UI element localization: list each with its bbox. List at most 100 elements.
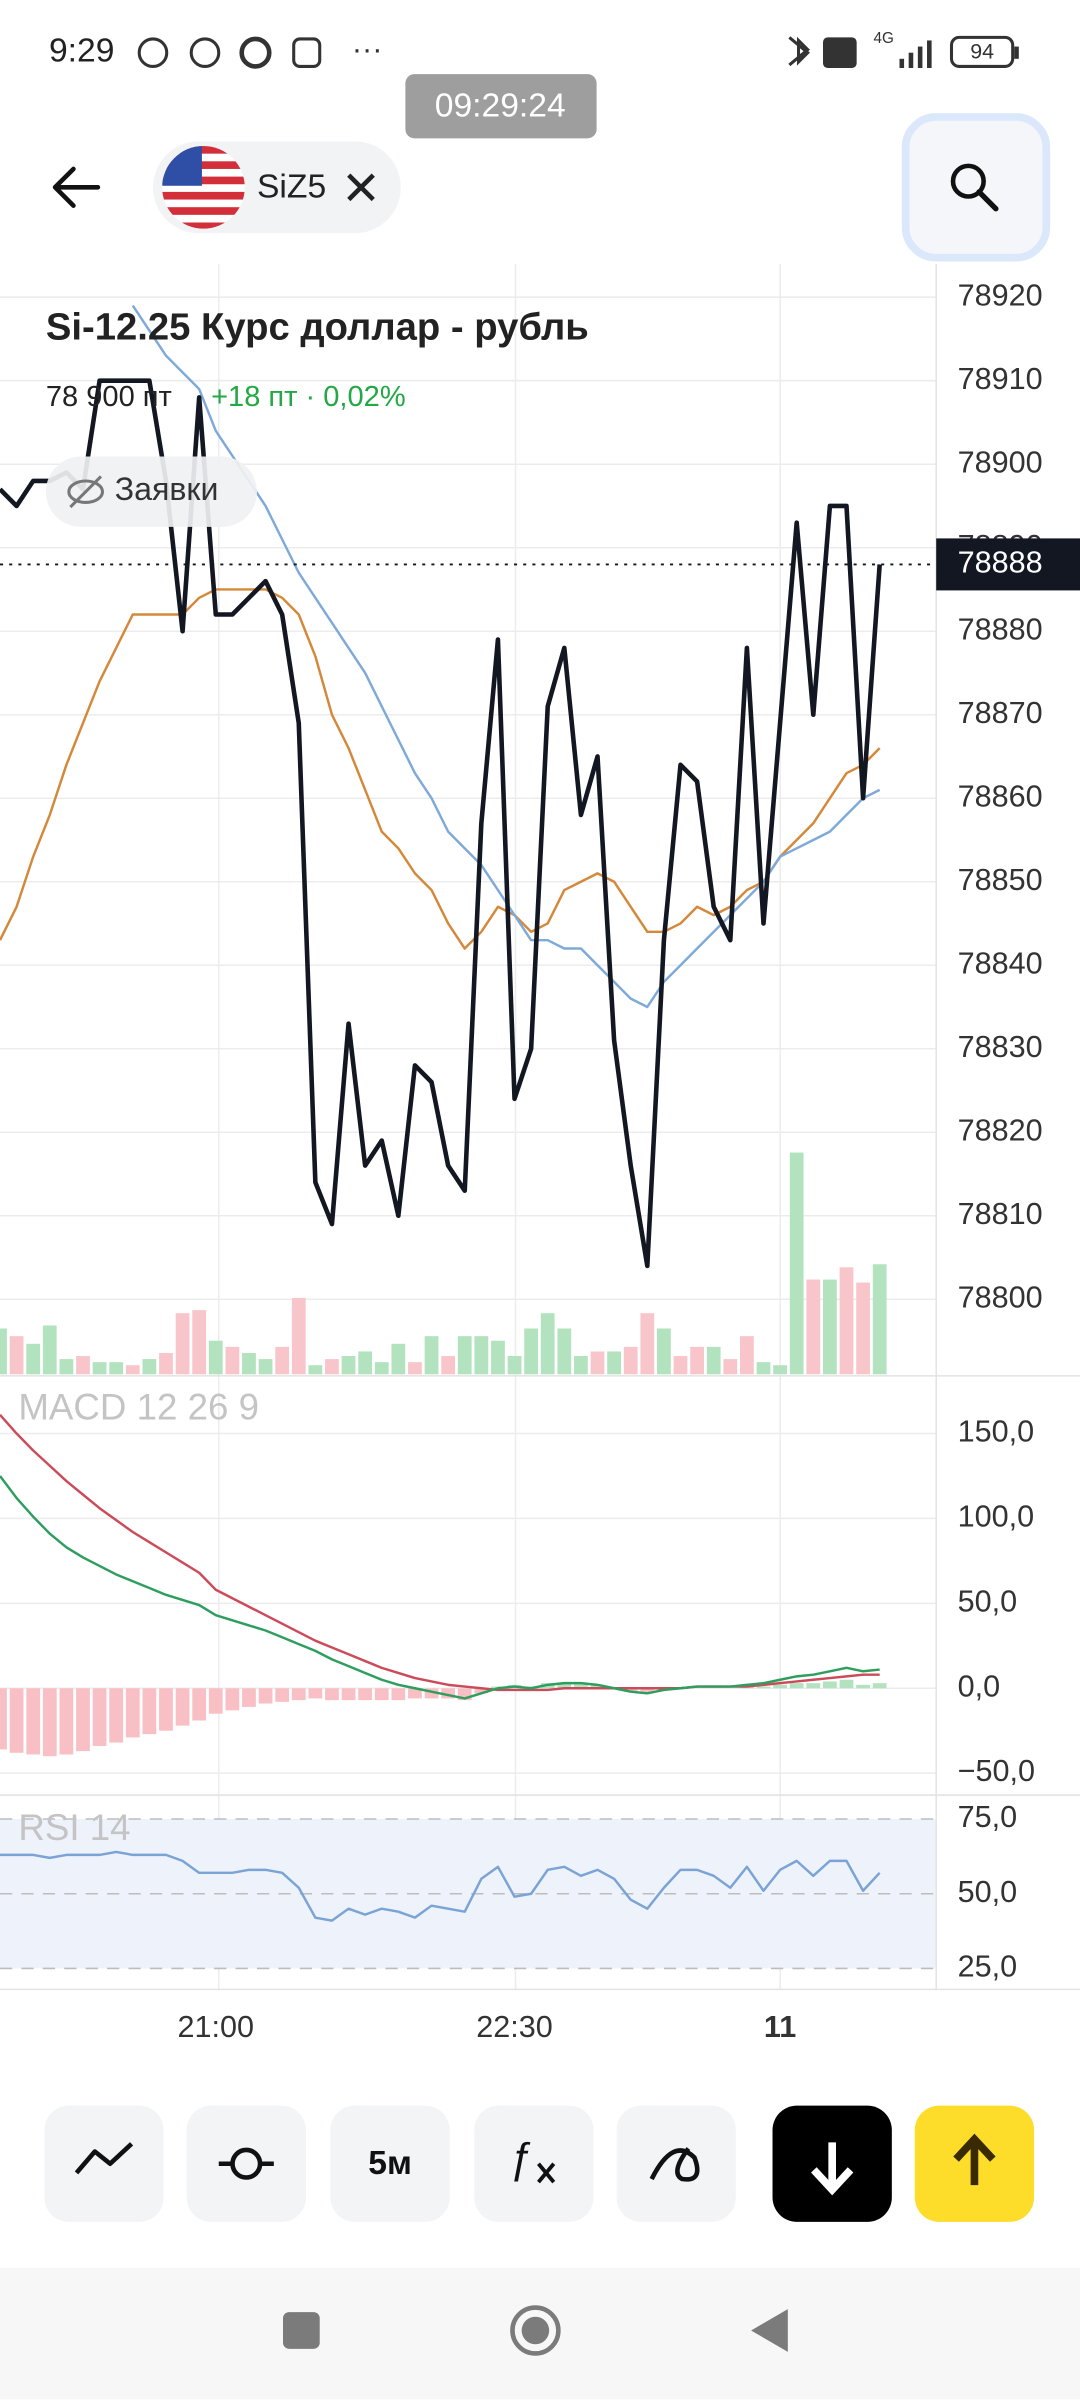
chart-type-button[interactable] xyxy=(44,2105,164,2222)
volume-bar xyxy=(109,1362,124,1375)
volume-bar xyxy=(26,1343,41,1375)
volume-bar xyxy=(0,1328,7,1375)
volume-bar xyxy=(773,1365,787,1375)
volume-bar xyxy=(457,1336,472,1375)
y-tick-label: 78830 xyxy=(958,1030,1043,1064)
volume-bar xyxy=(9,1336,24,1375)
volume-bar xyxy=(706,1346,721,1375)
nav-home[interactable] xyxy=(510,2305,561,2356)
status-icon xyxy=(292,37,322,68)
macd-histogram-bar xyxy=(789,1683,804,1689)
instrument-title: Si-12.25 Курс доллар - рубль xyxy=(46,306,589,349)
volume-bar xyxy=(524,1328,539,1375)
volume-bar xyxy=(441,1356,456,1375)
y-tick-label: 25,0 xyxy=(958,1950,1018,1984)
nav-back[interactable] xyxy=(751,2309,788,2352)
volume-bar xyxy=(507,1356,522,1375)
macd-histogram-bar xyxy=(823,1681,837,1689)
indicator-title: MACD 12 26 9 xyxy=(18,1386,259,1427)
series-line xyxy=(0,1475,880,1700)
macd-histogram-bar xyxy=(308,1688,323,1699)
volume-bar xyxy=(76,1356,90,1375)
rsi-panel: RSI 14 xyxy=(0,1807,937,1970)
y-tick-label: 100,0 xyxy=(958,1499,1035,1533)
instrument-change: +18 пт · 0,02% xyxy=(211,381,406,413)
indicators-button[interactable] xyxy=(474,2105,594,2222)
network-type: 4G xyxy=(873,30,893,47)
y-tick-label: 78800 xyxy=(958,1280,1043,1314)
macd-histogram-bar xyxy=(242,1688,256,1707)
macd-histogram-bar xyxy=(109,1688,124,1743)
orders-label: Заявки xyxy=(115,471,219,507)
volume-bar xyxy=(806,1279,821,1375)
volume-bar xyxy=(159,1352,173,1375)
volume-bar xyxy=(839,1267,854,1375)
indicators-icon-x xyxy=(537,2162,556,2184)
battery-icon xyxy=(949,35,1015,68)
volte-icon xyxy=(823,37,857,68)
series-line xyxy=(0,1850,881,1922)
macd-histogram-bar xyxy=(26,1688,41,1755)
macd-histogram-bar xyxy=(142,1688,157,1735)
status-time: 9:29 xyxy=(49,33,114,70)
macd-histogram-bar xyxy=(192,1688,207,1721)
back-arrow[interactable] xyxy=(52,166,101,208)
macd-histogram-bar xyxy=(92,1688,107,1746)
macd-histogram-bar xyxy=(225,1688,240,1711)
y-tick-label: 75,0 xyxy=(958,1800,1018,1834)
macd-histogram-bar xyxy=(574,1683,588,1689)
rsi-axis: 75,0 50,0 25,0 xyxy=(958,1800,1018,1983)
macd-histogram-bar xyxy=(0,1688,7,1750)
y-tick-label: −50,0 xyxy=(958,1754,1035,1788)
volume-bar xyxy=(175,1313,190,1375)
status-icon xyxy=(189,37,221,68)
macd-panel: MACD 12 26 9 xyxy=(0,1386,937,1774)
y-tick-label: 78900 xyxy=(958,445,1043,479)
macd-histogram-bar xyxy=(59,1688,74,1755)
macd-histogram-bar xyxy=(208,1688,223,1714)
macd-histogram-bar xyxy=(640,1688,655,1694)
macd-histogram-bar xyxy=(408,1688,422,1699)
volume-bar xyxy=(125,1365,140,1375)
x-tick-label: 21:00 xyxy=(178,2010,255,2044)
y-tick-label: 78820 xyxy=(958,1113,1043,1147)
buy-icon xyxy=(953,2133,996,2186)
macd-histogram-bar xyxy=(773,1684,787,1689)
series-line xyxy=(0,378,882,1269)
orders-button[interactable] xyxy=(45,456,257,527)
macd-histogram-bar xyxy=(76,1688,90,1752)
volume-bar xyxy=(59,1359,74,1375)
macd-histogram-bar xyxy=(806,1683,821,1689)
interval-button[interactable] xyxy=(330,2105,450,2222)
volume-bar xyxy=(242,1352,256,1375)
volume-bar xyxy=(42,1325,57,1375)
volume-bar xyxy=(92,1362,107,1375)
y-tick-label: 78860 xyxy=(958,779,1043,813)
last-price-label: 78888 xyxy=(958,545,1043,579)
alerts-button[interactable] xyxy=(616,2105,736,2222)
nav-recents[interactable] xyxy=(283,2312,320,2349)
back-button[interactable] xyxy=(52,166,101,208)
close-tab-icon[interactable] xyxy=(347,173,375,202)
drawing-button[interactable] xyxy=(186,2105,306,2222)
nav-home-dot xyxy=(521,2316,550,2345)
macd-histogram-bar xyxy=(159,1688,173,1731)
y-tick-label: 78870 xyxy=(958,696,1043,730)
volume-bar xyxy=(756,1362,771,1375)
volume-bar xyxy=(640,1313,655,1375)
macd-histogram-bar xyxy=(341,1688,356,1701)
macd-histogram-bar xyxy=(42,1688,57,1757)
price-panel xyxy=(0,296,937,1375)
volume-bar xyxy=(789,1152,804,1375)
volume-bar xyxy=(258,1359,273,1375)
search-button[interactable] xyxy=(901,113,1051,262)
alerts-icon xyxy=(649,2147,700,2182)
time-badge-text: 09:29:24 xyxy=(435,88,566,125)
volume-bar xyxy=(374,1362,389,1375)
macd-histogram-bar xyxy=(125,1688,140,1738)
volume-bar xyxy=(723,1359,738,1375)
bluetooth-icon xyxy=(788,36,810,67)
indicator-title: RSI 14 xyxy=(18,1807,130,1848)
